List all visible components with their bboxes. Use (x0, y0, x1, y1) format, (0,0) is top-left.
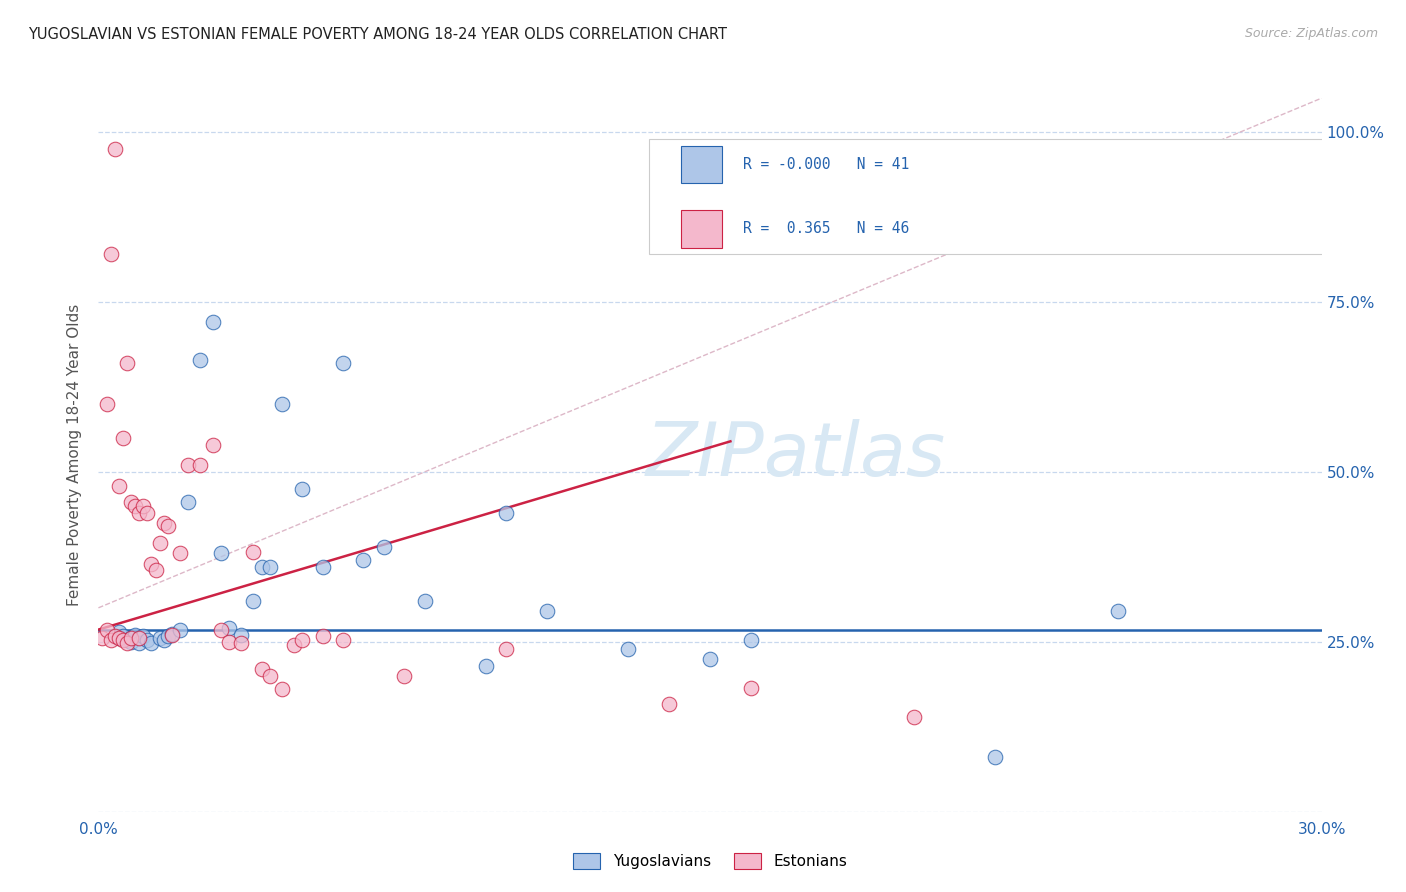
Point (188, 352, 212, 367)
Point (332, 633, 354, 648)
Point (128, 632, 150, 646)
Point (169, 546, 191, 560)
Point (291, 482, 314, 496)
Point (242, 594, 264, 608)
Point (156, 629, 179, 643)
Point (201, 438, 224, 452)
Point (111, 431, 134, 445)
Point (108, 632, 131, 646)
Point (115, 636, 138, 650)
Bar (682, 145, 723, 183)
Point (160, 628, 183, 642)
Point (231, 628, 253, 642)
Point (136, 506, 159, 520)
Point (218, 621, 240, 635)
Point (111, 633, 134, 648)
Point (740, 681, 762, 695)
Point (132, 629, 155, 643)
Point (270, 682, 294, 697)
Point (128, 636, 150, 650)
Point (108, 478, 131, 492)
Point (96, 623, 118, 637)
Point (128, 506, 150, 520)
Point (152, 516, 174, 530)
Point (495, 641, 517, 656)
Point (156, 519, 179, 533)
Point (242, 545, 264, 559)
Point (177, 458, 200, 472)
Text: Source: ZipAtlas.com: Source: ZipAtlas.com (1244, 27, 1378, 40)
Point (145, 564, 167, 578)
Bar (682, 211, 723, 248)
Point (413, 594, 436, 608)
Point (108, 624, 131, 639)
Point (495, 506, 517, 520)
Point (96, 397, 118, 411)
Text: YUGOSLAVIAN VS ESTONIAN FEMALE POVERTY AMONG 18-24 YEAR OLDS CORRELATION CHART: YUGOSLAVIAN VS ESTONIAN FEMALE POVERTY A… (28, 27, 727, 42)
Point (291, 633, 314, 648)
Point (149, 536, 172, 550)
Point (132, 499, 155, 513)
Point (209, 546, 232, 560)
Point (201, 315, 224, 329)
Point (120, 635, 142, 649)
Point (188, 458, 212, 472)
Point (124, 628, 146, 642)
Point (1107, 604, 1129, 618)
Point (259, 560, 281, 574)
Point (120, 495, 142, 509)
Point (373, 540, 395, 554)
Point (209, 623, 232, 637)
Point (903, 709, 925, 723)
Point (141, 636, 163, 650)
Point (699, 652, 721, 666)
Point (536, 604, 558, 618)
Point (218, 635, 240, 649)
Point (312, 629, 335, 643)
Point (332, 356, 354, 370)
Point (136, 633, 159, 648)
Point (120, 632, 142, 646)
Point (231, 636, 253, 650)
Y-axis label: Female Poverty Among 18-24 Year Olds: Female Poverty Among 18-24 Year Olds (67, 304, 83, 606)
Point (617, 641, 640, 656)
Point (104, 142, 127, 156)
Point (474, 658, 498, 673)
Point (149, 632, 172, 646)
Point (152, 633, 174, 648)
Point (141, 557, 163, 571)
Point (740, 633, 762, 648)
Point (392, 669, 416, 683)
Point (352, 553, 374, 567)
Point (250, 560, 273, 574)
Point (658, 698, 681, 712)
Point (100, 247, 122, 261)
Point (984, 750, 1007, 764)
Point (104, 629, 127, 643)
Point (177, 495, 200, 509)
Point (115, 633, 138, 648)
Point (259, 669, 281, 683)
Point (115, 356, 138, 370)
Point (270, 397, 294, 411)
Point (312, 560, 335, 574)
Point (100, 633, 122, 648)
Point (160, 626, 183, 640)
Point (283, 638, 305, 652)
FancyBboxPatch shape (650, 139, 1362, 254)
Text: R = -0.000   N = 41: R = -0.000 N = 41 (742, 157, 908, 172)
Point (120, 632, 142, 646)
Legend: Yugoslavians, Estonians: Yugoslavians, Estonians (567, 847, 853, 875)
Point (111, 629, 134, 643)
Point (108, 632, 131, 646)
Point (124, 499, 146, 513)
Text: R =  0.365   N = 46: R = 0.365 N = 46 (742, 221, 908, 236)
Point (128, 632, 150, 646)
Point (169, 623, 191, 637)
Text: ZIPatlas: ZIPatlas (645, 419, 946, 491)
Point (250, 662, 273, 676)
Point (91, 632, 114, 646)
